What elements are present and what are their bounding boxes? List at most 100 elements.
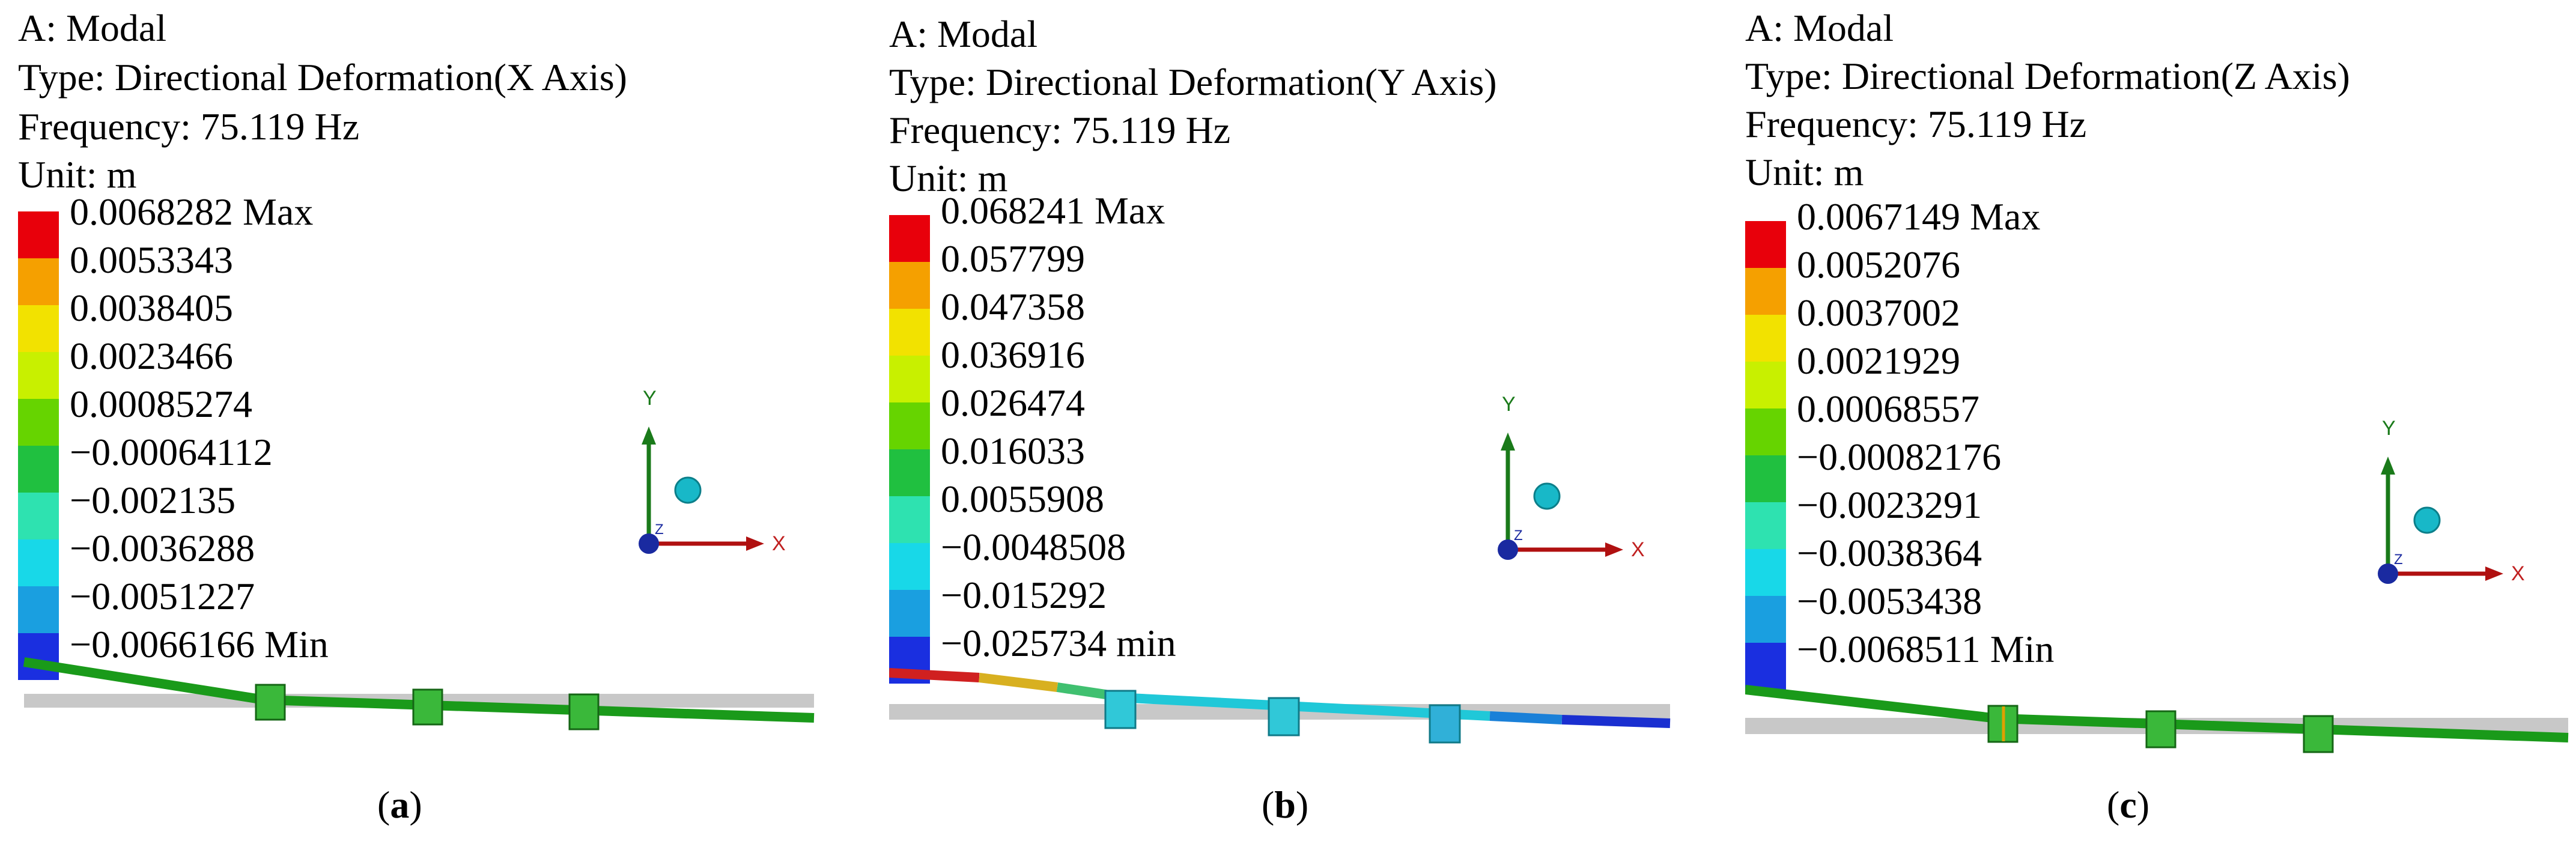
legend-label: −0.0051227 — [70, 575, 255, 618]
analysis-name: A: Modal — [18, 7, 167, 49]
legend-swatch — [1745, 502, 1786, 549]
legend-label: 0.0055908 — [941, 478, 1104, 520]
triad-axes — [1498, 433, 1623, 560]
caption: (c) — [2107, 783, 2150, 826]
legend-label: −0.0038364 — [1797, 532, 1982, 574]
legend-label: −0.0048508 — [941, 526, 1126, 568]
legend-swatch — [18, 352, 59, 399]
coordinate-triad: Y Z X — [2358, 414, 2574, 589]
x-axis-label: X — [772, 532, 786, 555]
legend-swatch — [18, 446, 59, 493]
legend-label-min: −0.025734 min — [941, 622, 1176, 664]
result-type: Type: Directional Deformation(Y Axis) — [889, 61, 1497, 103]
color-legend: 0.068241 Max 0.057799 0.047358 0.036916 … — [889, 186, 1322, 684]
legend-label: −0.0036288 — [70, 527, 255, 569]
legend-label: −0.002135 — [70, 479, 236, 521]
legend-swatch — [18, 586, 59, 633]
color-legend: 0.0067149 Max 0.0052076 0.0037002 0.0021… — [1745, 192, 2178, 690]
panel-b: A: Modal Type: Directional Deformation(Y… — [889, 0, 1748, 844]
legend-label-min: −0.0066166 Min — [70, 623, 329, 666]
unit: Unit: m — [889, 157, 1008, 199]
legend-swatch — [18, 258, 59, 305]
result-type: Type: Directional Deformation(X Axis) — [18, 56, 627, 99]
coordinate-triad: Y Z X — [1478, 390, 1694, 565]
legend-label: 0.047358 — [941, 285, 1085, 328]
legend-swatch — [1745, 549, 1786, 596]
legend-swatch — [889, 215, 930, 262]
color-legend: 0.0068282 Max 0.0053343 0.0038405 0.0023… — [18, 187, 451, 680]
legend-swatch — [18, 211, 59, 258]
legend-label: −0.0023291 — [1797, 484, 1982, 526]
x-axis-label: X — [2511, 562, 2525, 585]
legend-swatch — [1745, 315, 1786, 362]
legend-label: 0.0052076 — [1797, 243, 1960, 286]
y-axis-label: Y — [643, 387, 657, 410]
z-axis-label: Z — [655, 521, 664, 538]
panel-c: A: Modal Type: Directional Deformation(Z… — [1745, 0, 2576, 844]
legend-label-max: 0.0067149 Max — [1797, 195, 2041, 238]
caption-letter: b — [1274, 783, 1296, 826]
z-axis-label: Z — [1514, 527, 1523, 544]
legend-label: −0.00082176 — [1797, 436, 2002, 478]
y-axis-label: Y — [2382, 417, 2396, 440]
legend-label: 0.00085274 — [70, 383, 252, 425]
caption: (a) — [377, 783, 422, 826]
triad-axes — [2378, 457, 2503, 584]
caption: (b) — [1262, 783, 1309, 826]
legend-label: 0.0021929 — [1797, 339, 1960, 382]
legend-label: −0.00064112 — [70, 431, 273, 473]
x-axis-label: X — [1631, 538, 1645, 561]
legend-label: 0.0037002 — [1797, 291, 1960, 334]
legend-label: −0.015292 — [941, 574, 1107, 616]
panel-a: A: Modal Type: Directional Deformation(X… — [18, 0, 877, 844]
frequency: Frequency: 75.119 Hz — [1745, 103, 2087, 145]
unit: Unit: m — [1745, 151, 1864, 193]
legend-swatch — [1745, 455, 1786, 502]
legend-swatch — [18, 539, 59, 586]
legend-swatch — [889, 543, 930, 590]
result-type: Type: Directional Deformation(Z Axis) — [1745, 55, 2350, 97]
legend-label: 0.057799 — [941, 237, 1085, 280]
coordinate-triad: Y Z X — [619, 384, 835, 559]
legend-label-min: −0.0068511 Min — [1797, 628, 2055, 670]
legend-swatch — [18, 399, 59, 446]
legend-label: −0.0053438 — [1797, 580, 1982, 622]
legend-label: 0.0053343 — [70, 238, 233, 281]
analysis-name: A: Modal — [1745, 7, 1894, 49]
legend-label-max: 0.068241 Max — [941, 189, 1165, 232]
legend-swatch — [889, 309, 930, 356]
legend-swatch — [889, 356, 930, 402]
frequency: Frequency: 75.119 Hz — [889, 109, 1231, 151]
legend-swatch — [889, 496, 930, 543]
legend-swatch — [1745, 221, 1786, 268]
legend-label: 0.00068557 — [1797, 387, 1979, 430]
beam-geometry — [23, 657, 815, 730]
legend-label: 0.016033 — [941, 430, 1085, 472]
legend-swatch — [18, 633, 59, 680]
legend-label: 0.0023466 — [70, 335, 233, 377]
legend-swatch — [1745, 268, 1786, 315]
legend-swatch — [1745, 596, 1786, 643]
y-axis-label: Y — [1502, 393, 1516, 416]
legend-label-max: 0.0068282 Max — [70, 190, 314, 233]
z-axis-label: Z — [2394, 551, 2403, 568]
legend-swatch — [889, 262, 930, 309]
beam-geometry — [889, 668, 1671, 744]
legend-swatch — [889, 402, 930, 449]
legend-swatch — [1745, 408, 1786, 455]
legend-swatch — [889, 449, 930, 496]
unit: Unit: m — [18, 153, 137, 196]
frequency: Frequency: 75.119 Hz — [18, 105, 360, 148]
caption-letter: a — [390, 783, 410, 826]
caption-letter: c — [2119, 783, 2137, 826]
legend-label: 0.026474 — [941, 381, 1085, 424]
legend-swatch — [1745, 643, 1786, 690]
analysis-name: A: Modal — [889, 13, 1038, 55]
legend-swatch — [18, 493, 59, 539]
legend-swatch — [18, 305, 59, 352]
legend-label: 0.036916 — [941, 333, 1085, 376]
triad-axes — [639, 427, 764, 554]
beam-geometry — [1745, 685, 2569, 753]
legend-label: 0.0038405 — [70, 287, 233, 329]
legend-swatch — [1745, 362, 1786, 408]
